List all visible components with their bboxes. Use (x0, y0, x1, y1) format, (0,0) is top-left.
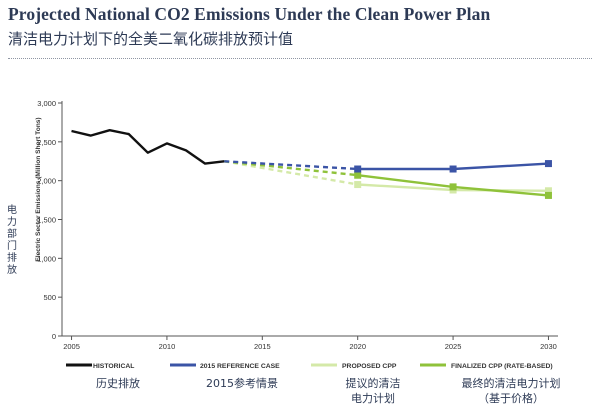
y-axis-label-zh-char: 部 (7, 227, 17, 240)
y-axis-label-zh-char: 门 (7, 239, 17, 252)
legend-label-zh: 2015参考情景 (206, 376, 278, 390)
y-tick-label: 3,000 (37, 99, 56, 108)
x-tick-label: 2015 (254, 342, 271, 351)
data-point-finalized-cpp-rate-based (544, 191, 552, 199)
data-point-proposed-cpp (354, 181, 362, 189)
x-tick-label: 2010 (159, 342, 176, 351)
x-tick-label: 2030 (540, 342, 557, 351)
legend-label-zh: 电力计划 (351, 392, 395, 405)
series-line-historical (71, 128, 225, 165)
series-line-proposed-cpp (223, 160, 358, 186)
data-point-finalized-cpp-rate-based (449, 183, 457, 191)
x-tick-label: 2005 (63, 342, 80, 351)
y-axis-label: Electric Sector Emissions (Million Short… (35, 117, 42, 261)
legend-label-zh: 历史排放 (96, 376, 140, 390)
y-axis-label-zh-char: 排 (7, 251, 17, 264)
legend-label: FINALIZED CPP (RATE-BASED) (451, 363, 553, 370)
legend-label-zh: （基于价格） (478, 391, 544, 405)
y-axis-label-zh-char: 放 (7, 263, 17, 276)
y-tick-label: 500 (43, 293, 56, 302)
data-point-2015-reference-case (354, 165, 362, 173)
legend-label: PROPOSED CPP (342, 363, 397, 370)
y-tick-label: 1,500 (37, 216, 56, 225)
x-tick-label: 2025 (445, 342, 462, 351)
data-point-finalized-cpp-rate-based (354, 171, 362, 179)
title-divider (8, 58, 592, 59)
data-point-2015-reference-case (449, 165, 457, 173)
y-tick-label: 0 (52, 332, 56, 341)
x-tick-label: 2020 (349, 342, 366, 351)
y-tick-label: 1,000 (37, 254, 56, 263)
legend-label-zh: 最终的清洁电力计划 (462, 376, 561, 390)
y-axis-label-zh-char: 电 (7, 203, 17, 216)
legend-label: 2015 REFERENCE CASE (200, 363, 280, 370)
legend-label: HISTORICAL (93, 363, 134, 370)
chart-title: Projected National CO2 Emissions Under t… (8, 4, 491, 24)
y-tick-label: 2,500 (37, 138, 56, 147)
data-point-2015-reference-case (544, 160, 552, 168)
data-point-proposed-cpp (544, 187, 552, 195)
legend-label-zh: 提议的清洁 (346, 376, 401, 390)
y-tick-label: 2,000 (37, 177, 56, 186)
y-axis-label-zh-char: 力 (7, 215, 17, 228)
chart-title-zh: 清洁电力计划下的全美二氧化碳排放预计值 (8, 30, 294, 48)
series-line-2015-reference-case (224, 160, 358, 171)
